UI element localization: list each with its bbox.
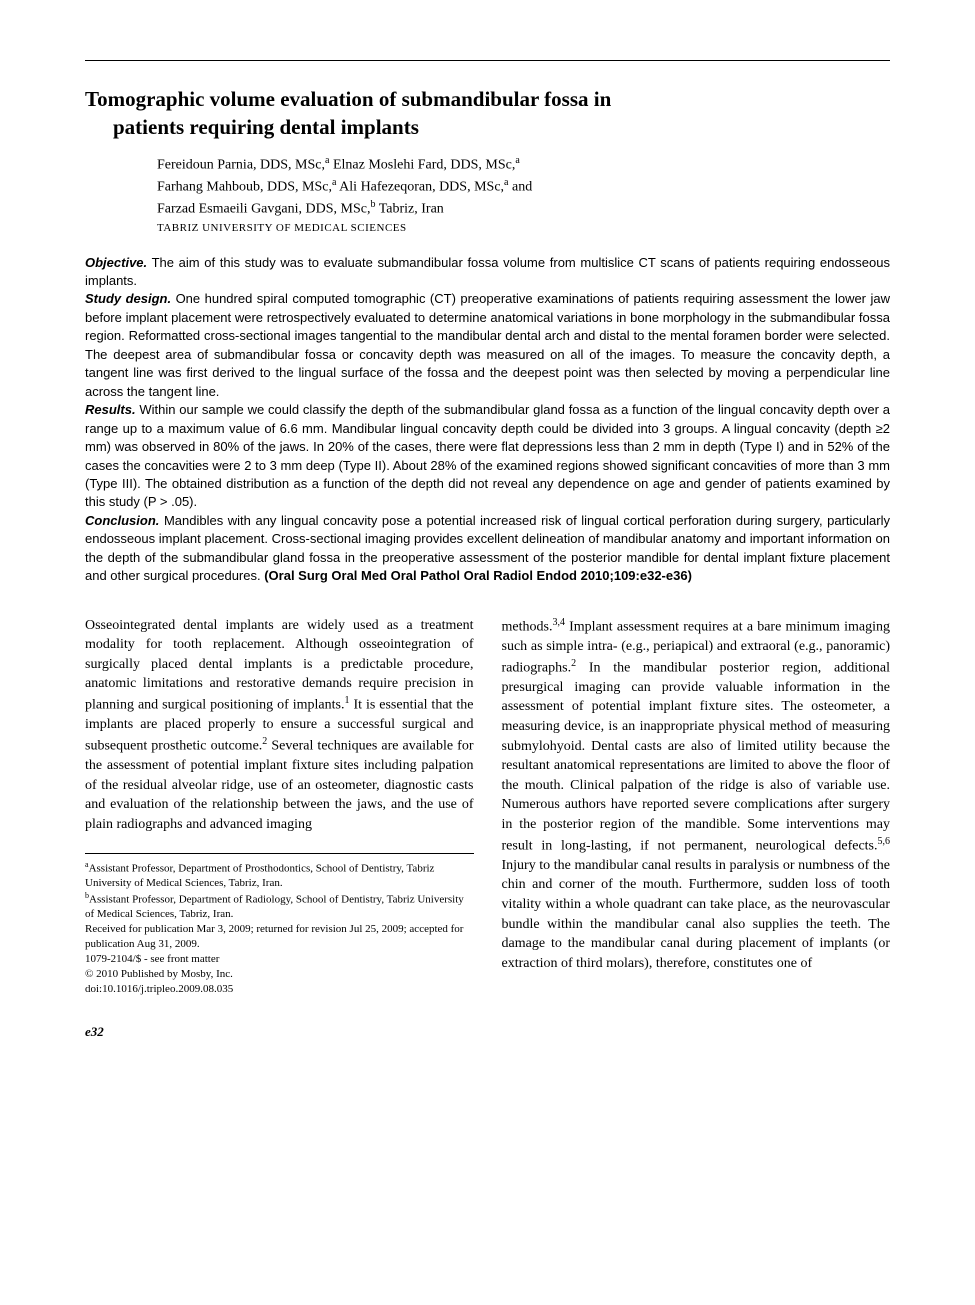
footnote-received: Received for publication Mar 3, 2009; re… [85,922,474,952]
author-text: Tabriz, Iran [375,201,443,216]
abstract-conclusion: Conclusion. Mandibles with any lingual c… [85,512,890,586]
column-right: methods.3,4 Implant assessment requires … [502,616,891,997]
author-text: Ali Hafezeqoran, DDS, MSc, [336,179,504,194]
authors-row-1: Fereidoun Parnia, DDS, MSc, a Elnaz Mosle… [157,154,890,176]
author-text: Farzad Esmaeili Gavgani, DDS, MSc, [157,201,370,216]
author-text: Fereidoun Parnia, DDS, MSc, [157,157,325,172]
top-horizontal-rule [85,60,890,61]
authors-row-2: Farhang Mahboub, DDS, MSc,a Ali Hafezeqo… [157,176,890,198]
abstract-block: Objective. The aim of this study was to … [85,254,890,586]
title-line-2: patients requiring dental implants [85,113,890,141]
body-columns: Osseointegrated dental implants are wide… [85,616,890,997]
page-number: e32 [85,1024,890,1040]
body-paragraph: methods.3,4 Implant assessment requires … [502,616,891,974]
article-title: Tomographic volume evaluation of submand… [85,85,890,142]
title-line-1: Tomographic volume evaluation of submand… [85,85,890,113]
footnotes-block: aAssistant Professor, Department of Pros… [85,853,474,997]
abstract-study-design: Study design. One hundred spiral compute… [85,290,890,401]
column-left: Osseointegrated dental implants are wide… [85,616,474,997]
footnote-text: Assistant Professor, Department of Radio… [85,894,464,921]
title-block: Tomographic volume evaluation of submand… [85,85,890,234]
affiliation-line: TABRIZ UNIVERSITY OF MEDICAL SCIENCES [85,222,890,234]
footnote-text: Assistant Professor, Department of Prost… [85,862,434,889]
citation-sup: 3,4 [552,617,565,628]
authors-row-3: Farzad Esmaeili Gavgani, DDS, MSc,b Tabr… [157,198,890,220]
abstract-heading: Study design. [85,291,171,306]
abstract-objective: Objective. The aim of this study was to … [85,254,890,291]
abstract-text: Within our sample we could classify the … [85,402,890,509]
abstract-text: The aim of this study was to evaluate su… [85,255,890,288]
footnote-doi: doi:10.1016/j.tripleo.2009.08.035 [85,982,474,997]
abstract-heading: Conclusion. [85,513,159,528]
footnote-b: bAssistant Professor, Department of Radi… [85,891,474,922]
author-text: and [508,179,532,194]
body-text: methods. [502,619,553,634]
authors-block: Fereidoun Parnia, DDS, MSc, a Elnaz Mosle… [85,154,890,220]
author-text: Elnaz Moslehi Fard, DDS, MSc, [329,157,515,172]
body-paragraph: Osseointegrated dental implants are wide… [85,616,474,835]
body-text: Injury to the mandibular canal results i… [502,858,891,971]
abstract-citation: (Oral Surg Oral Med Oral Pathol Oral Rad… [264,568,692,583]
affil-sup: a [515,155,519,166]
abstract-heading: Results. [85,402,136,417]
abstract-results: Results. Within our sample we could clas… [85,401,890,512]
author-text: Farhang Mahboub, DDS, MSc, [157,179,332,194]
citation-sup: 5,6 [878,836,891,847]
body-text: In the mandibular posterior region, addi… [502,660,891,853]
abstract-text: One hundred spiral computed tomographic … [85,291,890,398]
abstract-heading: Objective. [85,255,147,270]
footnote-copyright: © 2010 Published by Mosby, Inc. [85,967,474,982]
footnote-a: aAssistant Professor, Department of Pros… [85,860,474,891]
footnote-issn: 1079-2104/$ - see front matter [85,952,474,967]
